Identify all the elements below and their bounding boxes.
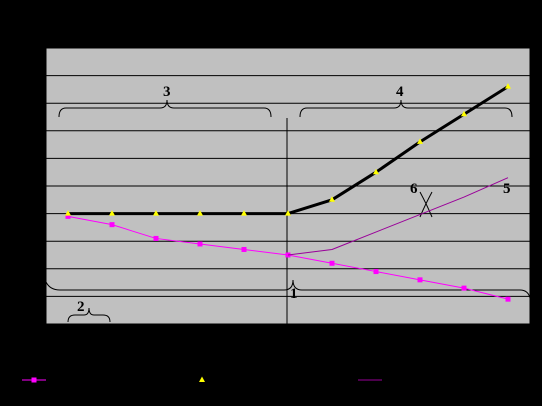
data-point [153,210,159,216]
annotation-1: 1 [290,286,298,302]
brace-1 [45,279,531,299]
brace-4 [299,99,513,118]
series-layer [65,83,511,302]
data-point [461,110,467,117]
series-black-triangles [65,83,511,216]
annotation-3: 3 [163,84,171,100]
annotation-4: 4 [396,84,404,100]
data-point [285,210,291,216]
data-point [241,210,247,216]
legend-swatch-marker [199,376,205,382]
data-point [329,196,335,202]
data-point [153,235,159,241]
legend-item-black-triangles [190,376,214,382]
annotation-6: 6 [410,181,418,197]
data-point [417,138,423,144]
annotation-5: 5 [503,181,511,197]
gridlines [46,75,530,297]
data-point [109,222,115,228]
marker-6-cross [419,191,433,218]
legend-item-magenta-squares [22,377,46,383]
data-point [65,210,71,216]
series-purple-line [287,177,509,256]
data-point [373,168,379,175]
data-point [197,210,203,216]
data-point [109,210,115,216]
data-point [373,269,379,275]
legend-swatch-marker [31,377,37,383]
data-point [505,83,511,89]
data-point [329,260,335,266]
data-point [461,285,467,291]
data-point [417,277,423,283]
data-point [65,213,71,219]
data-point [505,296,511,302]
data-point [241,246,247,252]
annotation-2: 2 [77,299,85,315]
brace-3 [58,99,272,118]
data-point [197,241,203,247]
brace-2 [67,307,111,323]
series-line-purple-line [287,177,509,256]
legend [22,376,382,383]
